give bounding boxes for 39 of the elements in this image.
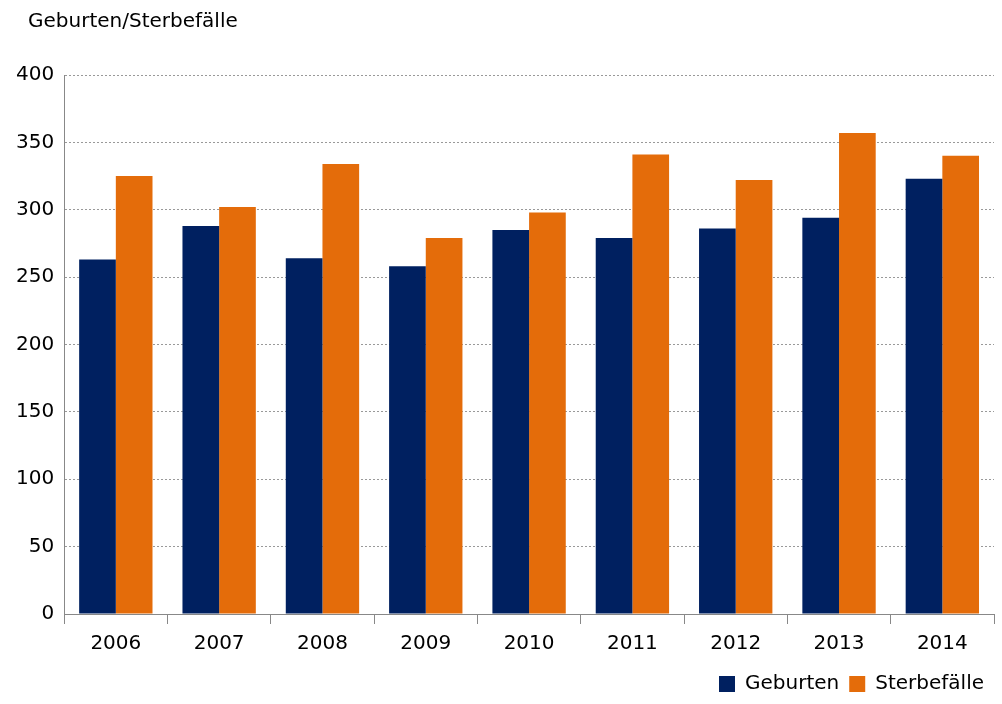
x-tick-label: 2006: [90, 630, 142, 655]
bar: [322, 163, 360, 614]
bar: [182, 225, 220, 614]
y-tick-label: 300: [15, 195, 55, 220]
x-tick-label: 2007: [193, 630, 245, 655]
bar: [905, 178, 943, 614]
x-tick-label: 2013: [813, 630, 865, 655]
y-tick-label: 50: [28, 532, 55, 557]
bar: [632, 154, 670, 614]
bar: [529, 212, 566, 614]
y-tick-label: 250: [15, 263, 55, 288]
bar: [839, 132, 876, 614]
bar: [735, 180, 773, 614]
bar: [79, 259, 116, 614]
y-tick-label: 100: [15, 465, 55, 490]
bar: [595, 238, 633, 614]
x-tick-label: 2011: [606, 630, 658, 655]
x-tick-label: 2012: [710, 630, 762, 655]
y-tick-label: 0: [41, 600, 55, 625]
bar: [492, 229, 530, 614]
legend-label: Geburten: [745, 670, 840, 695]
y-tick-label: 350: [15, 128, 55, 153]
bar: [389, 266, 426, 614]
bar: [285, 258, 323, 614]
bar: [942, 155, 980, 614]
y-tick-label: 200: [15, 330, 55, 355]
bar: [219, 207, 256, 614]
x-tick-label: 2010: [503, 630, 555, 655]
legend-label: Sterbefälle: [875, 670, 984, 695]
y-tick-label: 150: [15, 398, 55, 423]
x-tick-label: 2014: [916, 630, 968, 655]
bar: [425, 238, 463, 614]
bar: [699, 228, 736, 614]
bar: [115, 176, 153, 614]
x-tick-label: 2008: [297, 630, 348, 655]
x-tick-label: 2009: [400, 630, 452, 655]
y-tick-label: 400: [15, 61, 55, 86]
bar: [802, 217, 840, 614]
y-axis-title: Geburten/Sterbefälle: [28, 8, 238, 32]
